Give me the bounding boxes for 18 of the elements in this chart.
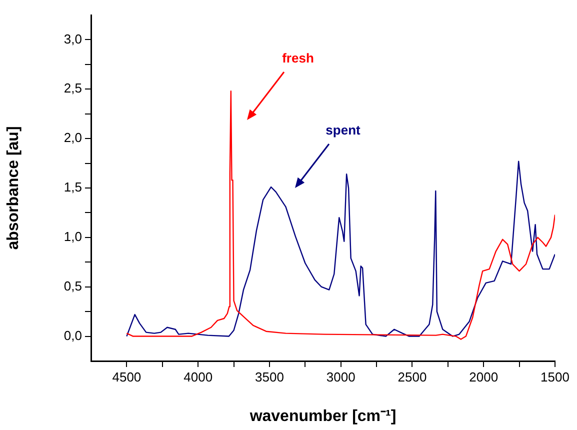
- x-tick-label: 4500: [112, 369, 142, 384]
- text: fresh: [282, 50, 314, 66]
- y-tick-label: 1,5: [64, 180, 82, 195]
- x-axis-title: wavenumber [cm⁻¹]: [248, 408, 396, 425]
- y-tick-label: 2,0: [64, 130, 82, 146]
- y-tick-label: 1,0: [64, 229, 82, 244]
- y-tick-label: 2,5: [64, 80, 82, 96]
- x-tick-label: 2500: [398, 369, 427, 384]
- y-axis-title: absorbance [au]: [5, 126, 22, 250]
- x-tick-label: 3500: [255, 369, 284, 384]
- y-tick-label: 0,0: [64, 328, 82, 343]
- x-tick-label: 2000: [469, 369, 498, 384]
- y-tick-label: 0,5: [64, 278, 82, 294]
- y-tick-label: 3,0: [64, 31, 82, 46]
- text: spent: [326, 122, 360, 138]
- x-tick-label: 1500: [540, 369, 570, 384]
- x-tick-label: 4000: [184, 369, 213, 384]
- x-tick-label: 3000: [326, 369, 356, 384]
